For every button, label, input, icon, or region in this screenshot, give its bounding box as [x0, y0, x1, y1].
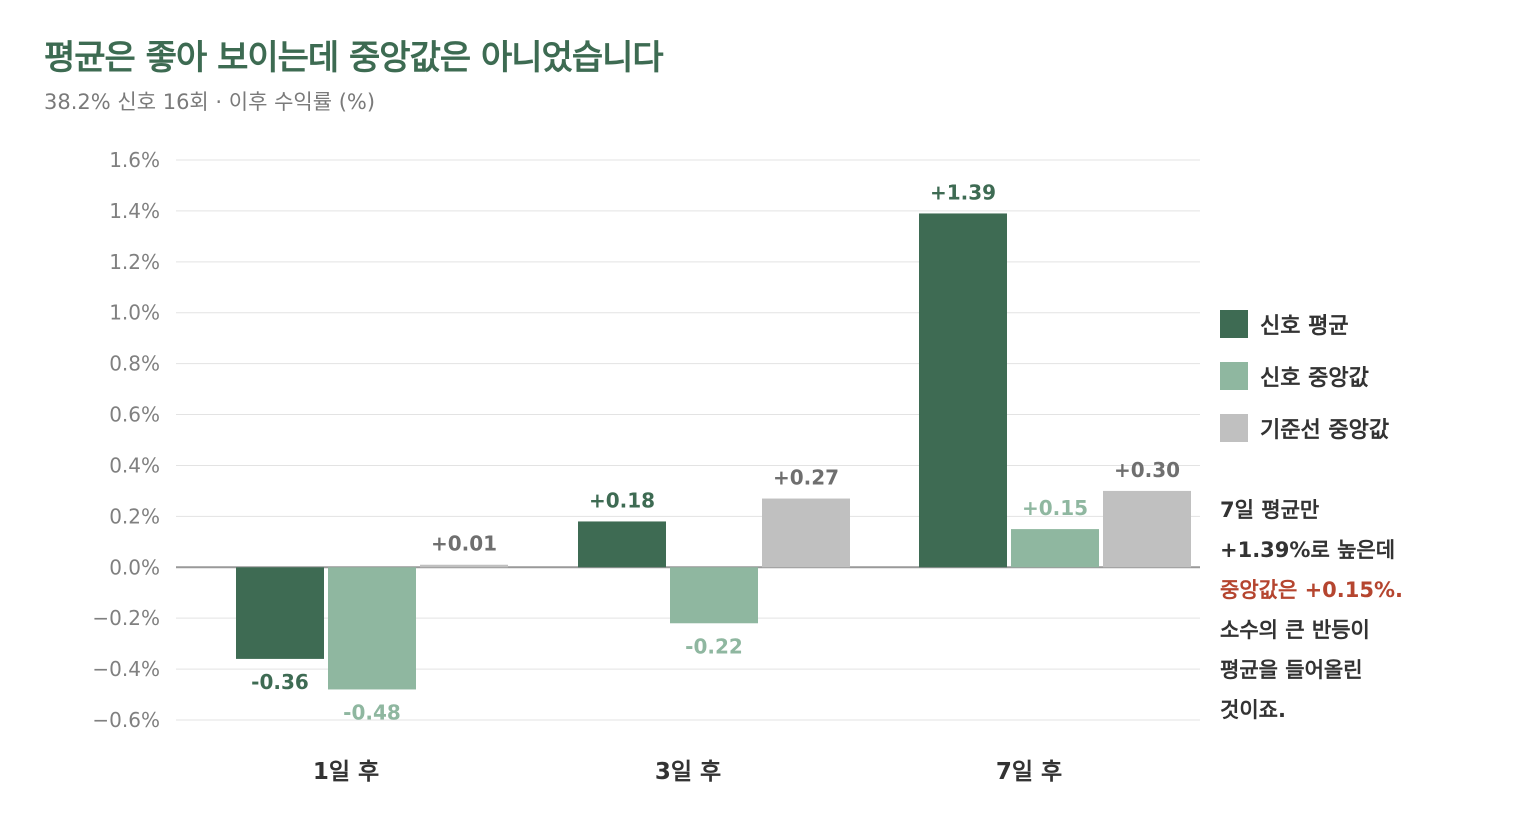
bar — [670, 567, 758, 624]
y-tick-label: 0.2% — [109, 504, 160, 528]
legend-swatch-signal-mean — [1220, 310, 1248, 338]
note-line-1: 7일 평균만 — [1220, 498, 1320, 522]
bar — [420, 564, 508, 568]
data-label: -0.36 — [251, 670, 309, 694]
bar — [1103, 490, 1191, 568]
bar — [236, 567, 324, 659]
y-tick-label: −0.6% — [92, 708, 160, 732]
data-label: +0.15 — [1022, 496, 1088, 520]
data-label: +0.27 — [773, 466, 839, 490]
y-tick-label: 0.8% — [109, 352, 160, 376]
x-tick-label: 1일 후 — [313, 759, 379, 785]
legend-swatch-signal-median — [1220, 362, 1248, 390]
legend-item-signal-median: 신호 중앙값 — [1220, 350, 1389, 402]
note-line-5: 평균을 들어올린 — [1220, 658, 1363, 682]
note-line-3-highlight: 중앙값은 +0.15%. — [1220, 578, 1404, 602]
data-label: -0.22 — [685, 634, 743, 658]
chart-title: 평균은 좋아 보이는데 중앙값은 아니었습니다 — [44, 38, 664, 78]
y-tick-label: −0.2% — [92, 606, 160, 630]
legend-label-baseline-median: 기준선 중앙값 — [1260, 418, 1390, 443]
data-label: +0.18 — [589, 488, 655, 512]
bar — [328, 567, 416, 690]
y-axis-ticks: −0.6% −0.4% −0.2% 0.0% 0.2% 0.4% 0.6% 0.8% 1.0% 1… — [92, 148, 160, 732]
y-tick-label: 1.2% — [109, 250, 160, 274]
y-tick-label: 1.6% — [109, 148, 160, 172]
x-tick-label: 7일 후 — [996, 759, 1062, 785]
legend-label-signal-mean: 신호 평균 — [1260, 314, 1349, 339]
bar — [1011, 529, 1099, 568]
bar — [578, 521, 666, 568]
y-tick-label: 1.4% — [109, 199, 160, 223]
data-label: +0.30 — [1114, 458, 1180, 482]
bars-layer — [236, 213, 1191, 690]
x-axis-ticks: 1일 후 3일 후 7일 후 — [313, 759, 1062, 785]
note-line-6: 것이죠. — [1220, 698, 1286, 722]
y-tick-label: 0.6% — [109, 403, 160, 427]
y-tick-label: −0.4% — [92, 657, 160, 681]
annotation-note: 7일 평균만 +1.39%로 높은데 중앙값은 +0.15%. 소수의 큰 반등… — [1220, 490, 1510, 730]
x-tick-label: 3일 후 — [655, 759, 721, 785]
data-label: +1.39 — [930, 180, 996, 204]
y-tick-label: 1.0% — [109, 301, 160, 325]
legend-item-signal-mean: 신호 평균 — [1220, 298, 1389, 350]
legend: 신호 평균 신호 중앙값 기준선 중앙값 — [1220, 298, 1389, 454]
y-tick-label: 0.4% — [109, 453, 160, 477]
data-label: +0.01 — [431, 532, 497, 556]
data-label: -0.48 — [343, 700, 401, 724]
note-line-4: 소수의 큰 반등이 — [1220, 618, 1370, 642]
bar — [919, 213, 1007, 568]
y-tick-label: 0.0% — [109, 555, 160, 579]
legend-item-baseline-median: 기준선 중앙값 — [1220, 402, 1389, 454]
data-labels-layer: -0.36 -0.48 +0.01 +0.18 -0.22 +0.27 +1.39 +0.15… — [251, 180, 1180, 724]
note-line-2: +1.39%로 높은데 — [1220, 538, 1396, 562]
bar — [762, 498, 850, 568]
chart-subtitle: 38.2% 신호 16회 · 이후 수익률 (%) — [44, 90, 376, 114]
legend-swatch-baseline-median — [1220, 414, 1248, 442]
legend-label-signal-median: 신호 중앙값 — [1260, 366, 1369, 391]
